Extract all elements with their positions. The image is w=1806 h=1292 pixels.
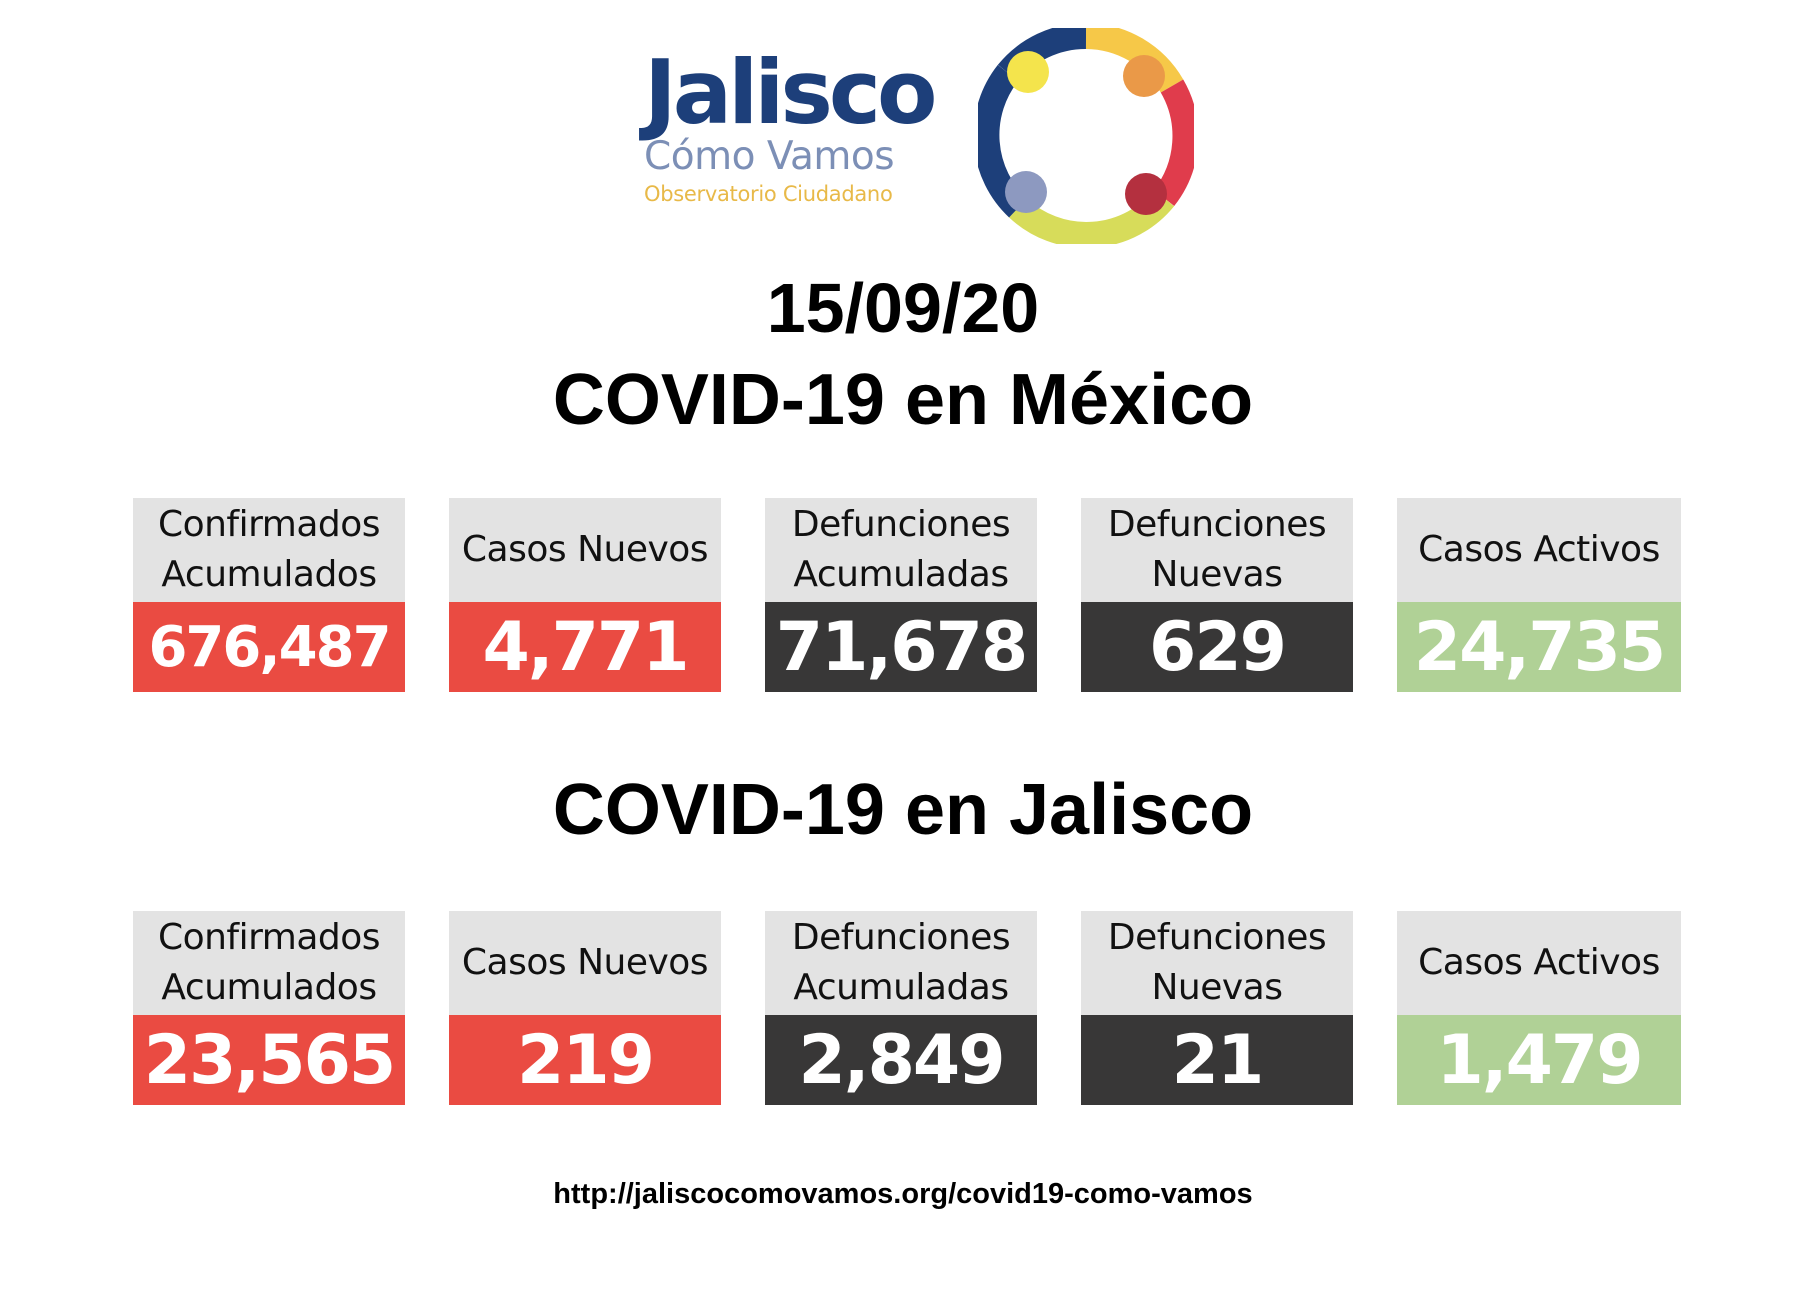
card-confirmados-acumulados: Confirmados Acumulados 23,565 bbox=[133, 911, 405, 1105]
card-value: 71,678 bbox=[765, 602, 1037, 692]
card-casos-activos: Casos Activos 1,479 bbox=[1397, 911, 1681, 1105]
jalisco-como-vamos-logo: Jalisco Cómo Vamos Observatorio Ciudadan… bbox=[640, 28, 1200, 248]
stats-row-jalisco: Confirmados Acumulados 23,565 Casos Nuev… bbox=[133, 911, 1693, 1105]
card-casos-nuevos: Casos Nuevos 219 bbox=[449, 911, 721, 1105]
card-label: Defunciones Acumuladas bbox=[765, 911, 1037, 1015]
card-value: 23,565 bbox=[133, 1015, 405, 1105]
card-casos-nuevos: Casos Nuevos 4,771 bbox=[449, 498, 721, 692]
logo-text: Jalisco Cómo Vamos Observatorio Ciudadan… bbox=[644, 48, 954, 208]
card-defunciones-acumuladas: Defunciones Acumuladas 71,678 bbox=[765, 498, 1037, 692]
stats-row-mexico: Confirmados Acumulados 676,487 Casos Nue… bbox=[133, 498, 1693, 692]
card-label: Casos Activos bbox=[1397, 498, 1681, 602]
source-url-link[interactable]: http://jaliscocomovamos.org/covid19-como… bbox=[553, 1178, 1253, 1210]
section-title-jalisco: COVID-19 en Jalisco bbox=[552, 770, 1254, 850]
card-confirmados-acumulados: Confirmados Acumulados 676,487 bbox=[133, 498, 405, 692]
logo-tagline: Observatorio Ciudadano bbox=[644, 182, 893, 206]
card-value: 4,771 bbox=[449, 602, 721, 692]
card-casos-activos: Casos Activos 24,735 bbox=[1397, 498, 1681, 692]
card-defunciones-nuevas: Defunciones Nuevas 629 bbox=[1081, 498, 1353, 692]
card-defunciones-nuevas: Defunciones Nuevas 21 bbox=[1081, 911, 1353, 1105]
card-value: 1,479 bbox=[1397, 1015, 1681, 1105]
card-value: 24,735 bbox=[1397, 602, 1681, 692]
logo-word: Jalisco bbox=[644, 41, 937, 144]
card-label: Confirmados Acumulados bbox=[133, 498, 405, 602]
card-label: Defunciones Nuevas bbox=[1081, 498, 1353, 602]
card-label: Casos Activos bbox=[1397, 911, 1681, 1015]
card-label: Casos Nuevos bbox=[449, 911, 721, 1015]
card-value: 2,849 bbox=[765, 1015, 1037, 1105]
card-label: Confirmados Acumulados bbox=[133, 911, 405, 1015]
card-label: Casos Nuevos bbox=[449, 498, 721, 602]
report-date: 15/09/20 bbox=[766, 269, 1040, 347]
card-value: 219 bbox=[449, 1015, 721, 1105]
card-value: 676,487 bbox=[133, 602, 405, 692]
card-value: 21 bbox=[1081, 1015, 1353, 1105]
card-value: 629 bbox=[1081, 602, 1353, 692]
section-title-mexico: COVID-19 en México bbox=[552, 360, 1254, 440]
logo-subtitle: Cómo Vamos bbox=[644, 134, 895, 179]
card-label: Defunciones Acumuladas bbox=[765, 498, 1037, 602]
logo-ring-icon bbox=[978, 28, 1194, 244]
card-defunciones-acumuladas: Defunciones Acumuladas 2,849 bbox=[765, 911, 1037, 1105]
card-label: Defunciones Nuevas bbox=[1081, 911, 1353, 1015]
